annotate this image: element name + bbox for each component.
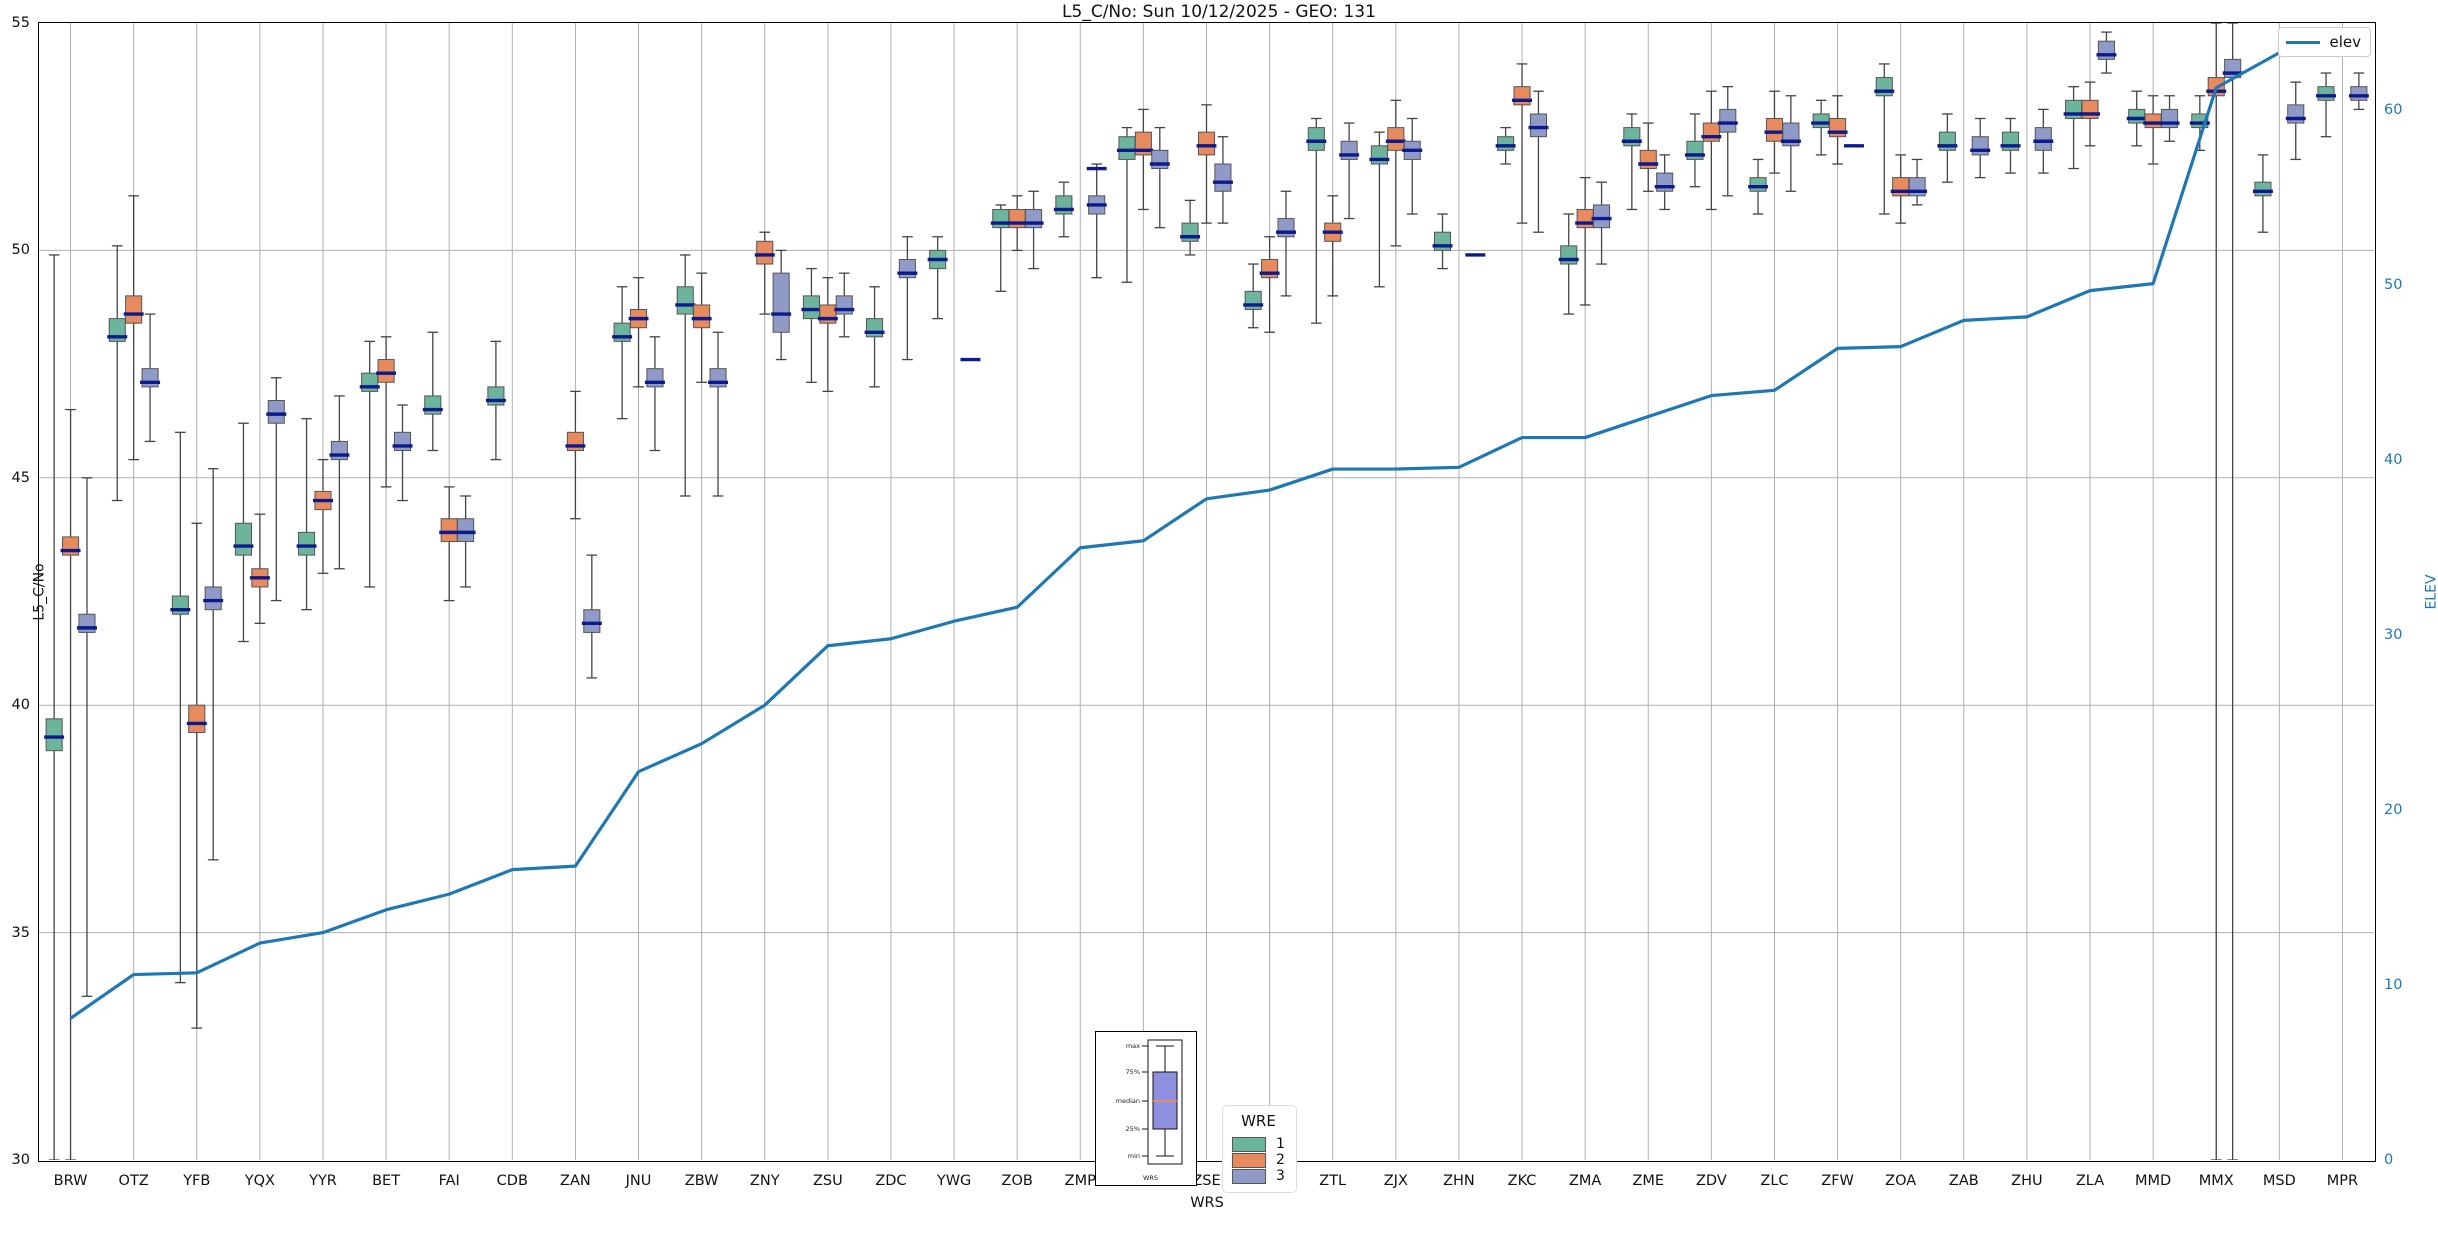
y-axis-label: L5_C/No xyxy=(31,563,48,621)
x-tick-label-zjx: ZJX xyxy=(1383,1173,1408,1189)
x-tick-label-zbw: ZBW xyxy=(684,1173,719,1189)
wre-color-swatch xyxy=(1232,1136,1266,1152)
inset-label-min: min xyxy=(1127,1152,1140,1160)
wre-legend-item[interactable]: 2 xyxy=(1232,1152,1285,1168)
x-tick-label-zoa: ZOA xyxy=(1885,1173,1917,1189)
elev-line-swatch xyxy=(2286,40,2321,44)
x-tick-label-zla: ZLA xyxy=(2075,1173,2105,1189)
y-tick-label: 40 xyxy=(11,697,30,714)
x-tick-label-zlc: ZLC xyxy=(1760,1173,1789,1189)
x-tick-label-zfw: ZFW xyxy=(1821,1173,1854,1189)
x-tick-label-zny: ZNY xyxy=(749,1173,780,1189)
y-tick-label: 30 xyxy=(11,1152,30,1168)
x-tick-label-fai: FAI xyxy=(438,1173,460,1189)
x-tick-label-ywg: YWG xyxy=(936,1173,972,1189)
x-tick-label-zme: ZME xyxy=(1632,1173,1665,1189)
x-tick-label-zdc: ZDC xyxy=(875,1173,907,1189)
inset-diagram xyxy=(1142,1039,1183,1165)
x-tick-label-zdv: ZDV xyxy=(1695,1173,1727,1189)
boxplot-explainer-inset: max 75% median 25% min WRS xyxy=(1095,1031,1197,1186)
x-tick-label-zan: ZAN xyxy=(560,1173,591,1189)
y-axis-right-label: ELEV xyxy=(2423,574,2438,610)
wre-legend-title: WRE xyxy=(1241,1112,1276,1130)
x-tick-label-ztl: ZTL xyxy=(1319,1173,1347,1189)
elev-legend[interactable]: elev xyxy=(2278,27,2371,57)
wre-legend-label: 2 xyxy=(1276,1152,1285,1168)
x-tick-label-zhn: ZHN xyxy=(1443,1173,1475,1189)
y-tick-right-label: 40 xyxy=(2384,452,2403,469)
y-tick-right-label: 50 xyxy=(2384,277,2403,294)
elev-legend-label: elev xyxy=(2329,33,2361,51)
x-tick-label-zab: ZAB xyxy=(1948,1173,1979,1189)
wre-legend-label: 1 xyxy=(1276,1136,1285,1152)
x-tick-label-yqx: YQX xyxy=(244,1173,275,1189)
x-tick-label-otz: OTZ xyxy=(118,1173,149,1189)
x-tick-label-cdb: CDB xyxy=(496,1173,528,1189)
y-tick-label: 55 xyxy=(11,15,30,31)
y-tick-right-label: 30 xyxy=(2384,627,2403,644)
x-tick-label-zsu: ZSU xyxy=(812,1173,843,1189)
y-tick-label: 50 xyxy=(11,242,30,259)
x-tick-label-zma: ZMA xyxy=(1568,1173,1602,1189)
x-axis-label: WRS xyxy=(1190,1195,1224,1211)
x-tick-label-zse: ZSE xyxy=(1192,1173,1221,1189)
x-tick-label-yyr: YYR xyxy=(309,1173,337,1189)
page-title: L5_C/No: Sun 10/12/2025 - GEO: 131 xyxy=(1062,2,1376,22)
plot-area: L5_C/No ELEV 30 35 40 45 50 55 0 10 20 30 40 50 60 … xyxy=(12,15,2438,1211)
x-tick-label-jnu: JNU xyxy=(625,1173,652,1189)
x-tick-label-msd: MSD xyxy=(2262,1173,2296,1189)
wre-color-swatch xyxy=(1232,1152,1266,1168)
wre-legend-label: 3 xyxy=(1276,1168,1285,1184)
y-tick-label: 45 xyxy=(11,469,30,486)
y-tick-right-label: 60 xyxy=(2384,102,2403,119)
x-tick-label-mmd: MMD xyxy=(2135,1173,2172,1189)
chart-canvas xyxy=(39,23,2374,1160)
y-tick-right-label: 10 xyxy=(2384,977,2403,994)
wre-legend-item[interactable]: 1 xyxy=(1232,1136,1285,1152)
inset-label-q3: 75% xyxy=(1125,1068,1140,1076)
x-tick-label-zhu: ZHU xyxy=(2011,1173,2043,1189)
x-tick-label-mpr: MPR xyxy=(2326,1173,2359,1189)
x-tick-label-bet: BET xyxy=(372,1173,401,1189)
y-tick-right-label: 20 xyxy=(2384,802,2403,819)
inset-label-median: median xyxy=(1115,1097,1140,1105)
x-tick-label-yfb: YFB xyxy=(183,1173,211,1189)
x-tick-label-zkc: ZKC xyxy=(1507,1173,1537,1189)
x-tick-label-mmx: MMX xyxy=(2198,1173,2234,1189)
y-tick-label: 35 xyxy=(11,924,30,941)
inset-label-q1: 25% xyxy=(1125,1125,1140,1133)
x-tick-label-brw: BRW xyxy=(53,1173,88,1189)
x-tick-label-zob: ZOB xyxy=(1001,1173,1033,1189)
wre-color-swatch xyxy=(1232,1168,1266,1184)
y-tick-right-label: 0 xyxy=(2384,1152,2394,1168)
wre-legend-item[interactable]: 3 xyxy=(1232,1168,1285,1184)
x-tick-label-zmp: ZMP xyxy=(1064,1173,1096,1189)
inset-x-label: WRS xyxy=(1142,1174,1159,1182)
inset-label-max: max xyxy=(1125,1042,1140,1050)
